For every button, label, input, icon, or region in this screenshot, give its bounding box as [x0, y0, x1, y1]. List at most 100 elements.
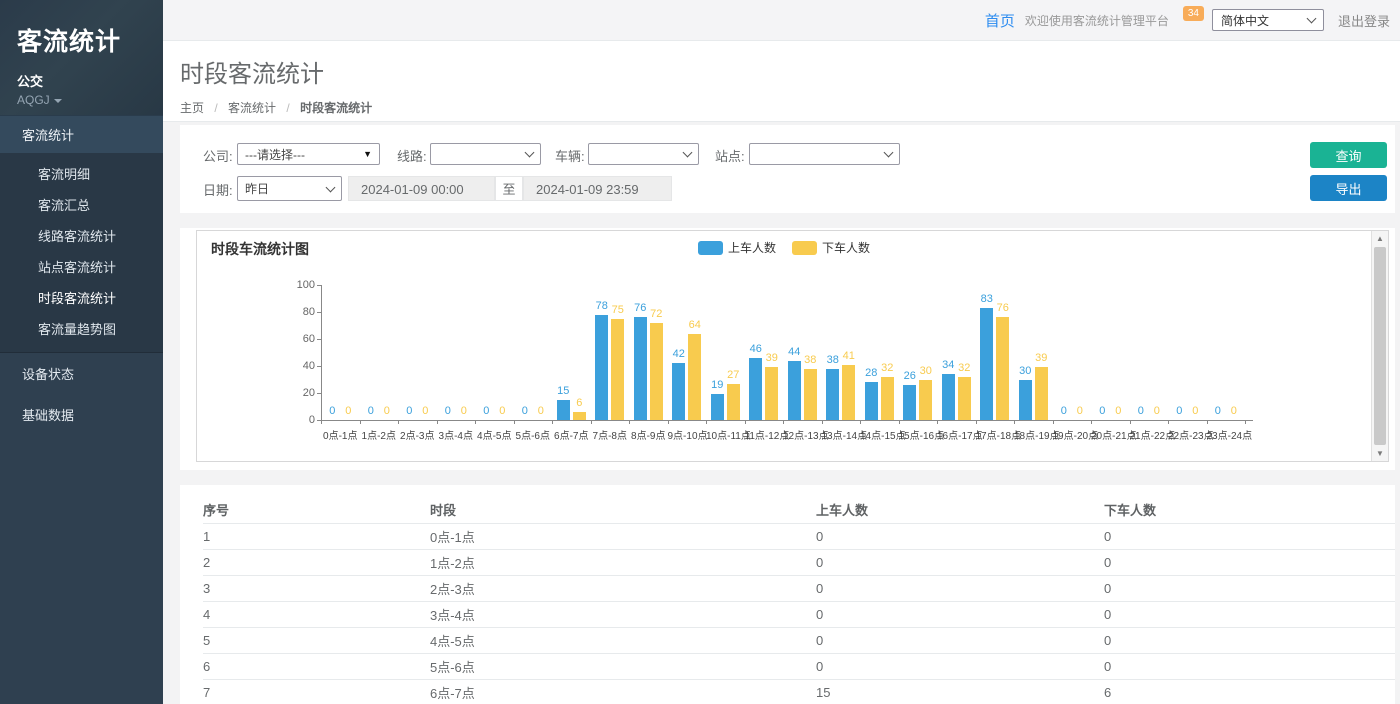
bar-value-label: 0 — [1230, 405, 1237, 417]
vehicle-label: 车辆: — [555, 149, 585, 164]
sidebar-item-base-data[interactable]: 基础数据 — [22, 408, 75, 423]
date-end-input[interactable]: 2024-01-09 23:59 — [523, 176, 672, 201]
sidebar-item-line-stats[interactable]: 线路客流统计 — [38, 229, 117, 244]
table-cell: 7 — [203, 685, 211, 700]
legend-swatch-blue — [697, 240, 723, 255]
breadcrumb-section[interactable]: 客流统计 — [228, 101, 277, 115]
bar-上车人数-18点-19点[interactable] — [1018, 379, 1032, 420]
sidebar-item-device-status[interactable]: 设备状态 — [22, 367, 75, 382]
bar-下车人数-13点-14点[interactable] — [842, 364, 856, 420]
x-category-label: 17点-18点 — [975, 431, 1022, 442]
language-select[interactable]: 简体中文 — [1211, 9, 1324, 31]
sidebar-item-trend-chart[interactable]: 客流量趋势图 — [38, 322, 117, 337]
bar-下车人数-10点-11点[interactable] — [726, 383, 740, 420]
logout-link[interactable]: 退出登录 — [1337, 13, 1390, 29]
station-select[interactable] — [749, 143, 900, 165]
x-tick — [860, 420, 861, 424]
bar-上车人数-6点-7点[interactable] — [556, 399, 570, 420]
bar-value-label: 72 — [650, 307, 663, 320]
table-cell: 1点-2点 — [430, 556, 475, 571]
legend-item-alighting[interactable]: 下车人数 — [792, 239, 870, 256]
bar-上车人数-17点-18点[interactable] — [980, 307, 994, 420]
x-category-label: 14点-15点 — [860, 431, 906, 442]
station-label: 站点: — [715, 149, 745, 164]
y-tick-label: 80 — [302, 306, 315, 318]
bar-value-label: 0 — [537, 405, 544, 417]
table-row: 2 1点-2点 0 0 — [203, 550, 1395, 576]
bar-上车人数-15点-16点[interactable] — [903, 384, 917, 420]
bar-下车人数-17点-18点[interactable] — [996, 317, 1010, 420]
line-select[interactable] — [430, 143, 541, 165]
bar-下车人数-12点-13点[interactable] — [803, 368, 817, 420]
welcome-text: 欢迎使用客流统计管理平台 — [1024, 13, 1169, 28]
chevron-down-icon — [53, 98, 62, 103]
user-name: AQGJ — [17, 93, 50, 107]
table-cell: 0 — [816, 581, 824, 596]
bar-上车人数-13点-14点[interactable] — [826, 368, 840, 420]
bar-上车人数-8点-9点[interactable] — [633, 317, 647, 420]
scroll-down-icon[interactable]: ▼ — [1376, 449, 1384, 458]
bar-上车人数-11点-12点[interactable] — [749, 357, 763, 420]
bar-下车人数-14点-15点[interactable] — [880, 376, 894, 420]
chart-legend: 上车人数 下车人数 — [197, 239, 1371, 256]
bar-下车人数-15点-16点[interactable] — [919, 379, 933, 420]
company-select[interactable]: ---请选择--- ▼ — [237, 143, 380, 165]
chart-scrollbar[interactable]: ▲ ▼ — [1371, 231, 1388, 461]
x-tick — [975, 420, 977, 424]
export-button[interactable]: 导出 — [1310, 175, 1387, 201]
bar-value-label: 0 — [1099, 405, 1106, 417]
table-row: 1 0点-1点 0 0 — [203, 524, 1395, 550]
bar-上车人数-16点-17点[interactable] — [941, 374, 955, 420]
table-cell: 6 — [1104, 685, 1112, 700]
table-cell: 0点-1点 — [430, 530, 475, 545]
bar-上车人数-9点-10点[interactable] — [672, 363, 686, 420]
bar-下车人数-16点-17点[interactable] — [957, 376, 971, 420]
x-axis — [321, 420, 1253, 421]
home-link[interactable]: 首页 — [984, 12, 1015, 30]
chevron-down-icon — [682, 147, 693, 158]
chevron-down-icon — [524, 147, 535, 158]
company-label: 公司: — [203, 149, 233, 164]
sidebar-item-flow-summary[interactable]: 客流汇总 — [38, 198, 91, 213]
sidebar-submenu: 客流明细 客流汇总 线路客流统计 站点客流统计 时段客流统计 客流量趋势图 — [0, 153, 163, 353]
chart-container: 时段车流统计图 上车人数 下车人数 0 20 40 60 80 100 0 0 0点-1点 0 0 1… — [196, 230, 1389, 462]
bar-下车人数-7点-8点[interactable] — [611, 318, 625, 420]
bar-下车人数-18点-19点[interactable] — [1034, 367, 1048, 420]
x-category-label: 10点-11点 — [706, 431, 751, 442]
bar-上车人数-14点-15点[interactable] — [864, 382, 878, 420]
x-tick — [898, 420, 900, 424]
bar-上车人数-7点-8点[interactable] — [595, 314, 609, 420]
bar-上车人数-10点-11点[interactable] — [710, 394, 724, 420]
x-tick — [552, 420, 553, 424]
breadcrumb-home[interactable]: 主页 — [180, 101, 205, 115]
bar-下车人数-8点-9点[interactable] — [649, 322, 663, 420]
col-header-index: 序号 — [203, 502, 230, 518]
bar-下车人数-6点-7点[interactable] — [572, 411, 586, 420]
language-value: 简体中文 — [1220, 13, 1269, 28]
x-tick — [436, 420, 438, 424]
topbar: 首页 欢迎使用客流统计管理平台 34 简体中文 退出登录 — [163, 0, 1400, 41]
legend-item-boarding[interactable]: 上车人数 — [697, 239, 776, 256]
bar-下车人数-9点-10点[interactable] — [688, 333, 702, 420]
user-dropdown[interactable]: AQGJ — [17, 93, 163, 107]
date-start-input[interactable]: 2024-01-09 00:00 — [348, 176, 495, 201]
bar-value-label: 0 — [367, 405, 374, 417]
x-category-label: 19点-20点 — [1052, 431, 1099, 442]
bar-下车人数-11点-12点[interactable] — [765, 367, 779, 420]
bar-value-label: 75 — [611, 303, 624, 316]
x-tick — [1206, 420, 1208, 424]
query-button[interactable]: 查询 — [1310, 142, 1387, 168]
table-cell: 3 — [203, 581, 211, 596]
bar-value-label: 0 — [499, 405, 506, 417]
bar-上车人数-12点-13点[interactable] — [787, 360, 801, 420]
scrollbar-thumb[interactable] — [1374, 247, 1386, 445]
x-tick — [1091, 420, 1092, 424]
date-preset-select[interactable]: 昨日 — [237, 176, 342, 201]
sidebar-item-flow-detail[interactable]: 客流明细 — [38, 167, 91, 182]
x-tick — [629, 420, 630, 424]
scroll-up-icon[interactable]: ▲ — [1376, 234, 1384, 243]
sidebar-item-period-stats[interactable]: 时段客流统计 — [38, 291, 117, 306]
vehicle-select[interactable] — [588, 143, 699, 165]
sidebar-item-station-stats[interactable]: 站点客流统计 — [38, 260, 117, 275]
sidebar-item-passenger-stats[interactable]: 客流统计 — [0, 115, 163, 153]
